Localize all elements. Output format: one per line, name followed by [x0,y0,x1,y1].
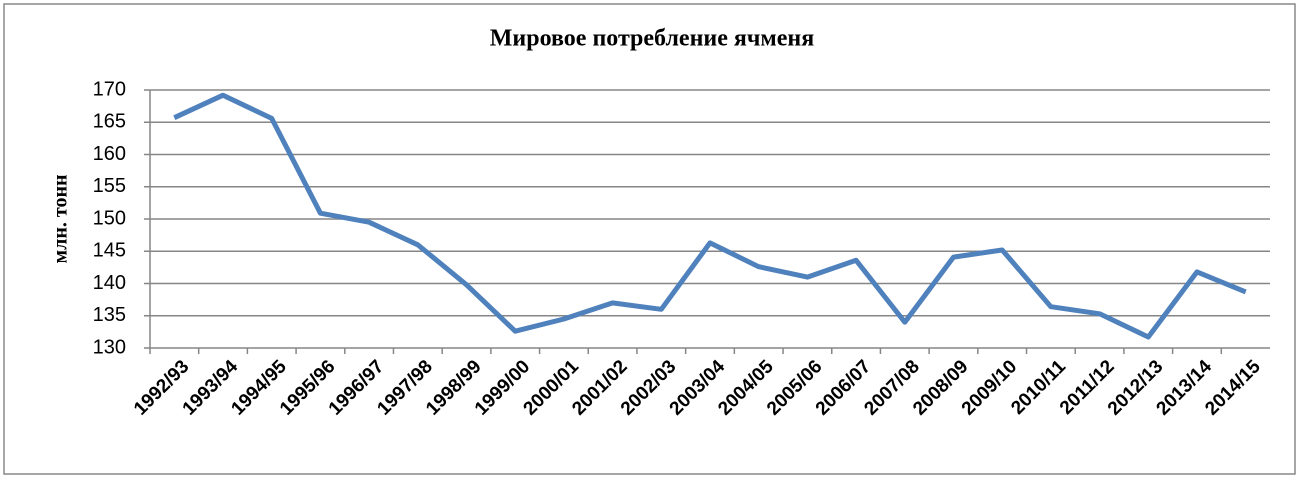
y-tick-label: 150 [93,207,126,229]
y-tick-label: 165 [93,111,126,133]
y-tick-label: 130 [93,336,126,358]
y-tick-label: 160 [93,143,126,165]
y-tick-label: 135 [93,304,126,326]
y-tick-label: 155 [93,175,126,197]
chart-border [3,3,1296,475]
y-tick-label: 145 [93,240,126,262]
y-tick-label: 170 [93,78,126,100]
chart-title: Мировое потребление ячменя [490,26,814,52]
y-axis-label: млн. тонн [50,175,72,264]
data-line [173,92,1247,340]
y-tick-label: 140 [93,272,126,294]
